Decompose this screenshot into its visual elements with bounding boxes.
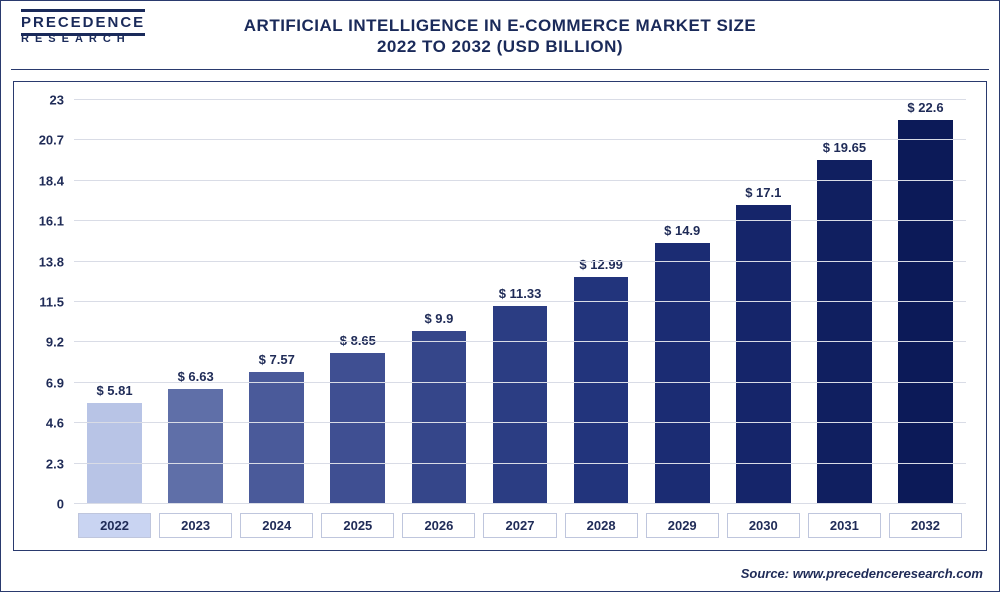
bar-value-label: $ 19.65 bbox=[823, 140, 866, 155]
bar-slot: $ 19.65 bbox=[804, 100, 885, 504]
x-tick-label: 2024 bbox=[240, 513, 313, 538]
y-tick-label: 16.1 bbox=[39, 214, 64, 229]
bar bbox=[654, 242, 711, 504]
bar bbox=[248, 371, 305, 504]
x-tick-label: 2029 bbox=[646, 513, 719, 538]
gridline: 20.7 bbox=[74, 139, 966, 140]
chart-title-line2: 2022 TO 2032 (USD BILLION) bbox=[1, 36, 999, 57]
chart-title: ARTIFICIAL INTELLIGENCE IN E-COMMERCE MA… bbox=[1, 15, 999, 58]
y-tick-label: 9.2 bbox=[46, 335, 64, 350]
source-attribution: Source: www.precedenceresearch.com bbox=[741, 566, 983, 581]
y-tick-label: 20.7 bbox=[39, 133, 64, 148]
bar-value-label: $ 11.33 bbox=[499, 286, 542, 301]
bar-value-label: $ 12.99 bbox=[579, 257, 622, 272]
y-tick-label: 13.8 bbox=[39, 254, 64, 269]
bar bbox=[735, 204, 792, 504]
y-tick-label: 4.6 bbox=[46, 416, 64, 431]
bar-slot: $ 12.99 bbox=[561, 100, 642, 504]
x-tick-label: 2027 bbox=[483, 513, 556, 538]
bar-slot: $ 9.9 bbox=[398, 100, 479, 504]
x-tick-label: 2025 bbox=[321, 513, 394, 538]
y-tick-label: 6.9 bbox=[46, 375, 64, 390]
bar bbox=[573, 276, 630, 504]
x-tick-label: 2023 bbox=[159, 513, 232, 538]
plot-frame: $ 5.81 $ 6.63 $ 7.57 $ 8.65 $ 9.9 $ 11.33 $ 12… bbox=[13, 81, 987, 551]
bar-value-label: $ 22.6 bbox=[907, 100, 943, 115]
bar-slot: $ 7.57 bbox=[236, 100, 317, 504]
bar-value-label: $ 17.1 bbox=[745, 185, 781, 200]
bar-slot: $ 11.33 bbox=[479, 100, 560, 504]
gridline: 6.9 bbox=[74, 382, 966, 383]
y-tick-label: 18.4 bbox=[39, 173, 64, 188]
y-tick-label: 23 bbox=[50, 93, 64, 108]
gridline: 4.6 bbox=[74, 422, 966, 423]
bar-value-label: $ 9.9 bbox=[424, 311, 453, 326]
gridline: 9.2 bbox=[74, 341, 966, 342]
x-tick-label: 2032 bbox=[889, 513, 962, 538]
gridline: 11.5 bbox=[74, 301, 966, 302]
bar-slot: $ 22.6 bbox=[885, 100, 966, 504]
chart-card: PRECEDENCE RESEARCH ARTIFICIAL INTELLIGE… bbox=[0, 0, 1000, 592]
bar bbox=[897, 119, 954, 504]
bar-value-label: $ 14.9 bbox=[664, 223, 700, 238]
x-tick-label: 2031 bbox=[808, 513, 881, 538]
y-tick-label: 0 bbox=[57, 497, 64, 512]
gridline: 16.1 bbox=[74, 220, 966, 221]
y-tick-label: 2.3 bbox=[46, 456, 64, 471]
bar bbox=[411, 330, 468, 504]
bar-slot: $ 14.9 bbox=[642, 100, 723, 504]
bars-container: $ 5.81 $ 6.63 $ 7.57 $ 8.65 $ 9.9 $ 11.33 $ 12… bbox=[74, 100, 966, 504]
plot-area: $ 5.81 $ 6.63 $ 7.57 $ 8.65 $ 9.9 $ 11.33 $ 12… bbox=[74, 100, 966, 504]
bar bbox=[167, 388, 224, 504]
bar bbox=[492, 305, 549, 504]
bar-slot: $ 17.1 bbox=[723, 100, 804, 504]
bar-slot: $ 5.81 bbox=[74, 100, 155, 504]
bar-value-label: $ 7.57 bbox=[259, 352, 295, 367]
x-tick-label: 2028 bbox=[565, 513, 638, 538]
bar bbox=[816, 159, 873, 504]
bar-slot: $ 6.63 bbox=[155, 100, 236, 504]
bar bbox=[86, 402, 143, 504]
bar-value-label: $ 5.81 bbox=[96, 383, 132, 398]
bar-slot: $ 8.65 bbox=[317, 100, 398, 504]
header-divider bbox=[11, 69, 989, 70]
x-tick-label: 2026 bbox=[402, 513, 475, 538]
y-tick-label: 11.5 bbox=[39, 295, 64, 310]
x-tick-label: 2022 bbox=[78, 513, 151, 538]
bar bbox=[329, 352, 386, 504]
gridline: 13.8 bbox=[74, 261, 966, 262]
x-tick-label: 2030 bbox=[727, 513, 800, 538]
chart-title-line1: ARTIFICIAL INTELLIGENCE IN E-COMMERCE MA… bbox=[1, 15, 999, 36]
gridline: 23 bbox=[74, 99, 966, 100]
x-axis-labels: 2022 2023 2024 2025 2026 2027 2028 2029 2030 2031… bbox=[74, 513, 966, 538]
gridline: 0 bbox=[74, 503, 966, 504]
gridline: 2.3 bbox=[74, 463, 966, 464]
gridline: 18.4 bbox=[74, 180, 966, 181]
